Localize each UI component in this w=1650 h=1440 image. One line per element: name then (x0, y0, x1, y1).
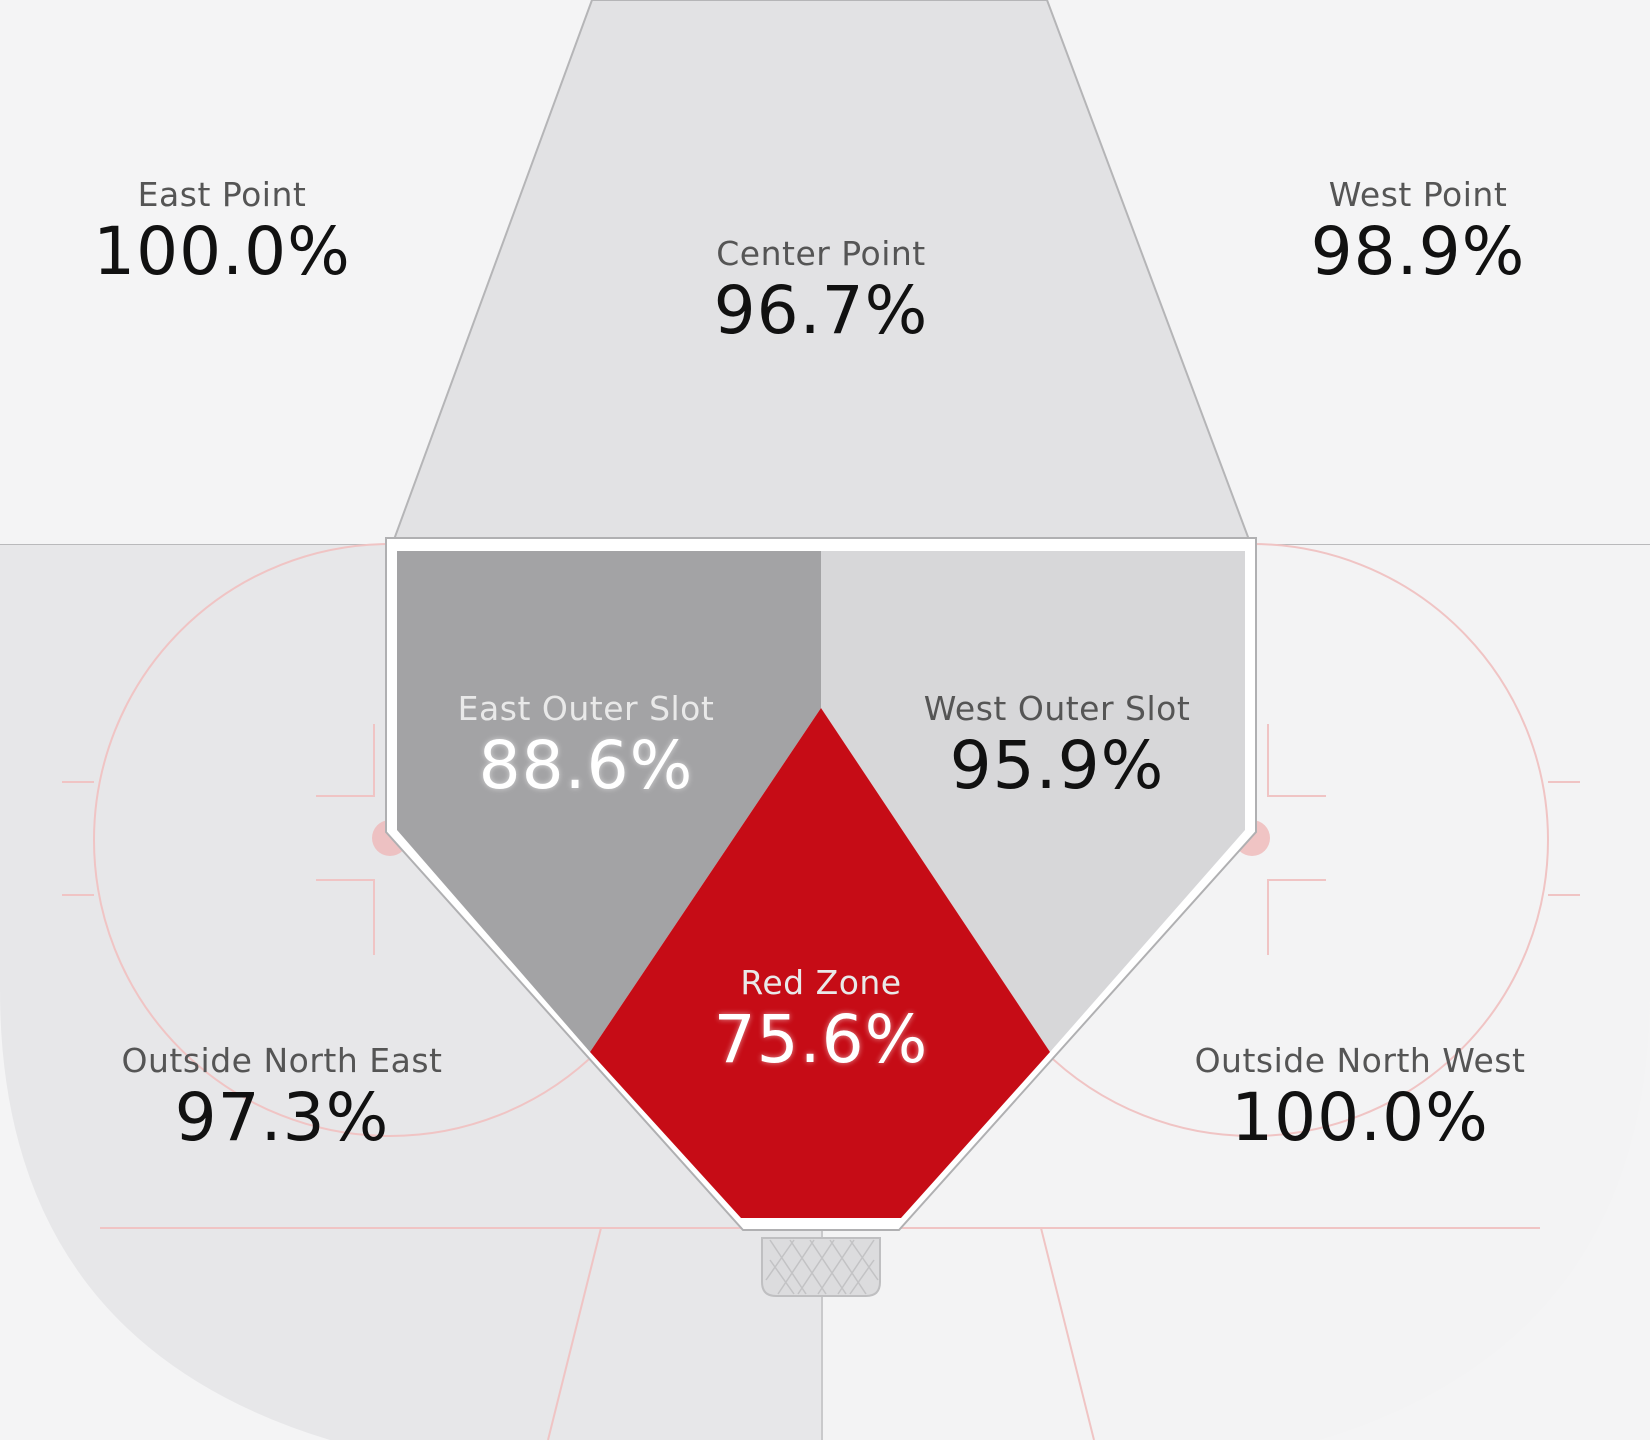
zone-east-point[interactable] (0, 0, 592, 545)
zone-west-outer-slot[interactable] (821, 551, 1245, 1052)
l-mark-east-a (316, 724, 375, 797)
goal-net-mesh (765, 1239, 879, 1295)
trapezoid-line-west (1040, 1227, 1095, 1440)
l-mark-east-b (316, 879, 375, 955)
l-mark-west-b (1267, 879, 1326, 955)
l-mark-west-a (1267, 724, 1326, 797)
zone-red-zone[interactable] (590, 708, 1050, 1218)
trapezoid-line-east (547, 1227, 602, 1440)
goal-net-frame (761, 1237, 881, 1297)
goal-net (761, 1237, 881, 1297)
zone-east-outer-slot[interactable] (397, 551, 821, 1052)
zone-west-point[interactable] (1047, 0, 1650, 545)
